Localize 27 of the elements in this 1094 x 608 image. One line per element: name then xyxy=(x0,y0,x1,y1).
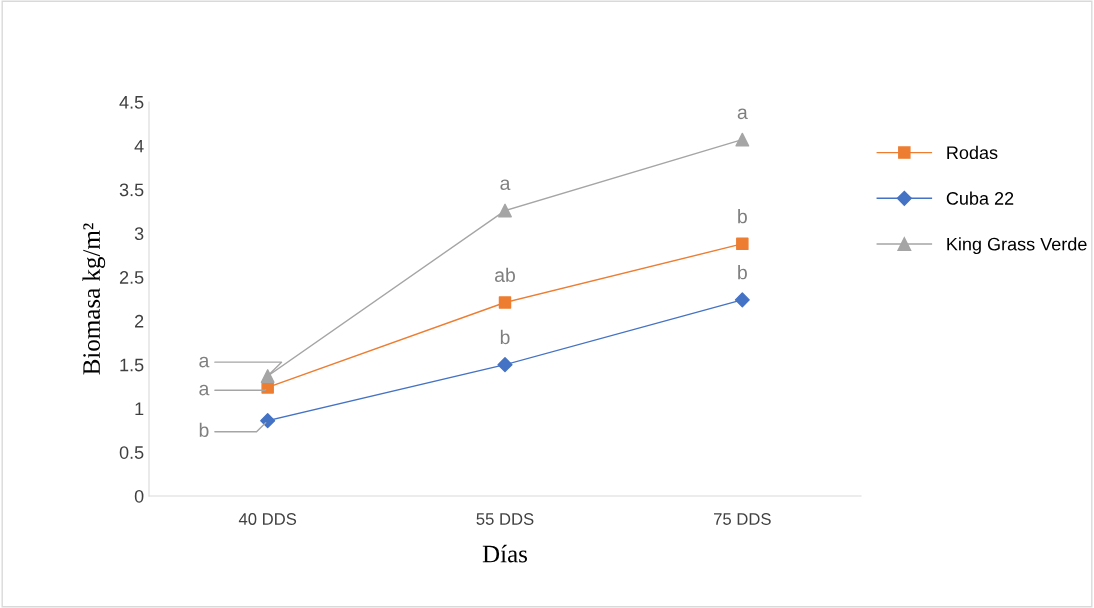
legend-label: King Grass Verde xyxy=(947,237,1087,255)
x-tick-label: 75 DDS xyxy=(714,513,771,525)
x-tick-label: 40 DDS xyxy=(238,513,297,525)
y-axis-title: Biomasa kg/m² xyxy=(82,223,106,375)
annotation: b xyxy=(500,329,510,345)
annotation: a xyxy=(500,179,511,191)
annotation: a xyxy=(199,356,210,368)
y-tick-label: 1 xyxy=(135,402,144,415)
y-tick-label: 3.5 xyxy=(119,183,144,197)
y-tick-label: 4 xyxy=(134,139,144,153)
y-tick-label: 3 xyxy=(134,227,144,241)
legend-label: Cuba 22 xyxy=(946,191,1014,205)
x-tick-label: 55 DDS xyxy=(476,513,534,525)
y-tick-label: 2.5 xyxy=(119,271,144,284)
annotation: a xyxy=(737,108,748,120)
y-tick-label: 4.5 xyxy=(119,96,144,109)
annotation: a xyxy=(199,384,210,396)
y-tick-label: 2 xyxy=(135,314,144,328)
y-tick-label: 0.5 xyxy=(119,446,144,459)
annotation: b xyxy=(738,209,747,224)
annotation: b xyxy=(738,265,747,280)
annotation: b xyxy=(199,422,209,438)
y-tick-label: 0 xyxy=(134,489,144,503)
annotation: ab xyxy=(495,267,515,282)
y-tick-label: 1.5 xyxy=(120,358,144,372)
x-axis-title: Días xyxy=(482,544,528,563)
legend-label: Rodas xyxy=(947,145,998,160)
